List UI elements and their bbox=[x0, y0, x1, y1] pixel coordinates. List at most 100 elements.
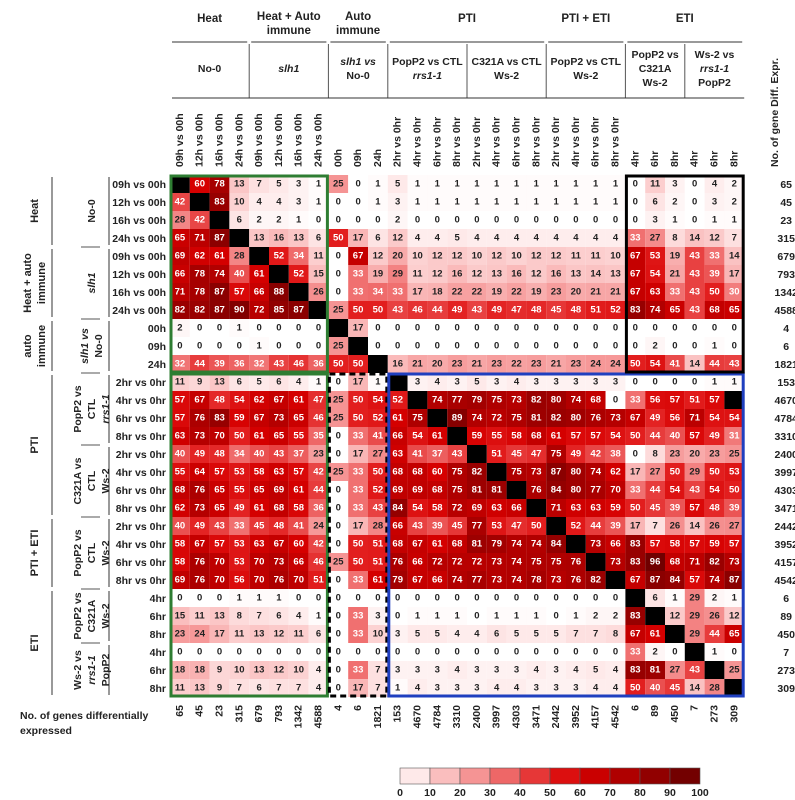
heatmap-cell-value: 61 bbox=[254, 503, 265, 514]
heatmap-cell-value: 1 bbox=[415, 197, 421, 208]
heatmap-cell bbox=[427, 265, 448, 283]
heatmap-cell bbox=[546, 445, 566, 463]
heatmap-cell bbox=[288, 355, 309, 373]
heatmap-cell-value: 18 bbox=[432, 287, 443, 298]
heatmap-cell-value: 54 bbox=[650, 269, 661, 280]
heatmap-cell-value: 33 bbox=[353, 485, 364, 496]
heatmap-cell-value: 82 bbox=[175, 305, 186, 316]
heatmap-cell bbox=[625, 679, 646, 697]
heatmap-cell bbox=[447, 409, 467, 427]
heatmap-cell bbox=[308, 247, 329, 265]
heatmap-cell bbox=[625, 625, 646, 643]
heatmap-cell-diagonal bbox=[467, 445, 487, 463]
bottom-header: No. of genes differentially bbox=[20, 710, 149, 722]
heatmap-cell bbox=[526, 247, 547, 265]
heatmap-cell bbox=[467, 679, 487, 697]
row-label: 4hr vs 0hr bbox=[116, 467, 166, 479]
heatmap-cell bbox=[605, 373, 626, 391]
heatmap-cell-value: 2 bbox=[613, 611, 618, 622]
heatmap-cell-value: 2 bbox=[712, 593, 717, 604]
heatmap-cell bbox=[209, 679, 230, 697]
heatmap-cell bbox=[704, 193, 725, 211]
heatmap-cell-value: 50 bbox=[670, 467, 681, 478]
heatmap-cell-value: 6 bbox=[316, 629, 321, 640]
row-total: 6 bbox=[783, 341, 789, 353]
heatmap-cell-value: 76 bbox=[571, 557, 582, 568]
heatmap-cell bbox=[368, 427, 388, 445]
row-subgroup-label: No-0 bbox=[93, 334, 105, 357]
heatmap-cell bbox=[209, 625, 230, 643]
heatmap-cell-value: 45 bbox=[254, 521, 265, 532]
heatmap-cell bbox=[486, 553, 507, 571]
heatmap-cell bbox=[249, 607, 269, 625]
sub-group-label: Ws-2 bbox=[494, 70, 519, 82]
column-label: 6hr vs 0hr bbox=[431, 117, 443, 167]
heatmap-cell bbox=[189, 265, 210, 283]
heatmap-cell-value: 83 bbox=[630, 539, 641, 550]
heatmap-cell-value: 3 bbox=[395, 665, 400, 676]
heatmap-cell bbox=[328, 607, 349, 625]
heatmap-cell bbox=[407, 301, 428, 319]
heatmap-cell-value: 0 bbox=[732, 647, 737, 658]
heatmap-cell-value: 3 bbox=[613, 377, 618, 388]
heatmap-cell bbox=[447, 535, 467, 553]
heatmap-cell-value: 75 bbox=[551, 557, 562, 568]
row-label: 4hr bbox=[150, 647, 166, 659]
heatmap-cell-value: 75 bbox=[511, 413, 522, 424]
heatmap-cell-value: 33 bbox=[353, 629, 364, 640]
heatmap-cell bbox=[467, 589, 487, 607]
heatmap-cell bbox=[506, 679, 527, 697]
heatmap-cell bbox=[387, 247, 408, 265]
heatmap-cell-value: 0 bbox=[494, 323, 499, 334]
heatmap-cell bbox=[229, 517, 250, 535]
heatmap-cell bbox=[447, 553, 467, 571]
heatmap-cell bbox=[645, 445, 665, 463]
heatmap-cell-value: 57 bbox=[689, 503, 700, 514]
heatmap-cell bbox=[348, 175, 368, 193]
heatmap-cell bbox=[704, 211, 725, 229]
heatmap-cell-value: 0 bbox=[197, 593, 202, 604]
heatmap-cell-value: 10 bbox=[373, 629, 384, 640]
heatmap-cell-value: 76 bbox=[590, 413, 601, 424]
heatmap-cell bbox=[308, 337, 329, 355]
heatmap-cell-diagonal bbox=[625, 589, 646, 607]
sub-group-label: Ws-2 bbox=[573, 70, 598, 82]
heatmap-cell bbox=[704, 535, 725, 553]
row-total: 273 bbox=[777, 665, 795, 677]
heatmap-cell bbox=[427, 247, 448, 265]
column-total: 23 bbox=[214, 705, 226, 717]
heatmap-cell-value: 50 bbox=[531, 521, 542, 532]
heatmap-cell-value: 1 bbox=[613, 197, 619, 208]
heatmap-cell bbox=[684, 481, 705, 499]
heatmap-cell-value: 0 bbox=[316, 341, 321, 352]
heatmap-cell-value: 3 bbox=[534, 683, 539, 694]
heatmap-cell bbox=[189, 373, 210, 391]
heatmap-cell bbox=[486, 427, 507, 445]
right-header: No. of gene Diff. Expr. bbox=[769, 58, 781, 167]
heatmap-cell-value: 50 bbox=[333, 233, 344, 244]
heatmap-cell-value: 7 bbox=[375, 665, 380, 676]
heatmap-cell bbox=[387, 355, 408, 373]
heatmap-cell-diagonal bbox=[506, 481, 527, 499]
heatmap-cell-value: 87 bbox=[650, 575, 661, 586]
heatmap-cell-value: 40 bbox=[175, 521, 186, 532]
heatmap-cell-value: 16 bbox=[274, 233, 285, 244]
heatmap-cell-value: 66 bbox=[412, 557, 423, 568]
heatmap-cell-value: 0 bbox=[613, 341, 618, 352]
heatmap-cell-value: 0 bbox=[415, 323, 420, 334]
heatmap-cell bbox=[288, 427, 309, 445]
heatmap-cell-value: 40 bbox=[175, 449, 186, 460]
heatmap-cell-value: 61 bbox=[254, 431, 265, 442]
heatmap-cell bbox=[506, 373, 527, 391]
column-label: 6hr bbox=[649, 151, 661, 167]
heatmap-cell-diagonal bbox=[486, 463, 507, 481]
heatmap-cell-value: 51 bbox=[491, 449, 502, 460]
heatmap-cell bbox=[189, 409, 210, 427]
column-total: 3952 bbox=[570, 705, 582, 729]
heatmap-cell-value: 59 bbox=[709, 539, 720, 550]
heatmap-cell-value: 17 bbox=[353, 377, 364, 388]
heatmap-cell-value: 0 bbox=[375, 647, 380, 658]
heatmap-cell bbox=[368, 193, 388, 211]
heatmap-cell bbox=[585, 391, 606, 409]
